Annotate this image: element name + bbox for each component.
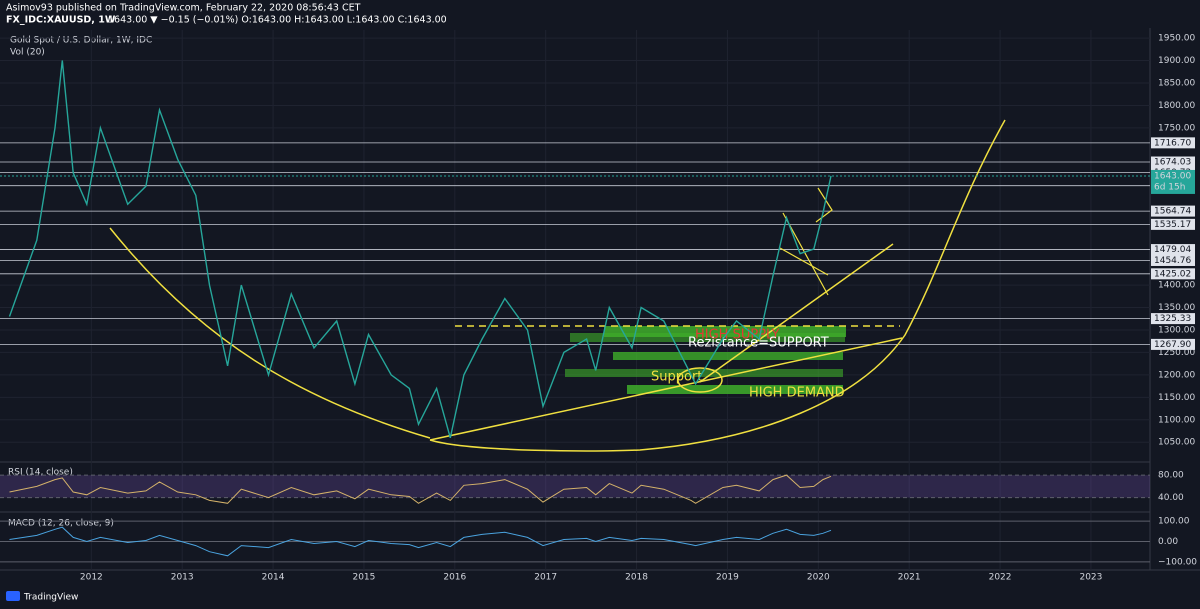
level-label: 1716.70 (1154, 138, 1191, 148)
level-label: 1425.02 (1154, 269, 1191, 279)
x-tick-label: 2020 (807, 573, 830, 583)
curve (109, 227, 431, 439)
last-price-box (1151, 169, 1195, 194)
x-tick-label: 2018 (625, 573, 648, 583)
circle (677, 367, 723, 393)
level-label-box (1151, 313, 1195, 325)
x-tick-label: 2017 (534, 573, 557, 583)
trend-line (699, 243, 894, 383)
zone (570, 333, 845, 342)
rsi-label: RSI (14, close) (8, 468, 73, 478)
logo (6, 591, 20, 601)
level-label: 1325.33 (1154, 314, 1191, 324)
x-tick-label: 2022 (989, 573, 1012, 583)
y-tick-label: 1100.00 (1158, 415, 1195, 425)
y-tick-label: 1400.00 (1158, 281, 1195, 291)
level-label: 1454.76 (1154, 256, 1191, 266)
zone (613, 352, 843, 360)
footer-brand[interactable]: TradingView (23, 593, 78, 603)
macd-label: MACD (12, 26, close, 9) (8, 519, 114, 529)
y-tick-label: −100.00 (1158, 557, 1197, 567)
y-tick-label: 1150.00 (1158, 393, 1195, 403)
y-tick-label: 100.00 (1158, 517, 1190, 527)
zone (565, 369, 843, 377)
x-tick-label: 2012 (80, 573, 103, 583)
x-tick-label: 2023 (1079, 573, 1102, 583)
y-tick-label: 1050.00 (1158, 438, 1195, 448)
y-tick-label: 1750.00 (1158, 123, 1195, 133)
macd-line (9, 526, 832, 557)
x-tick-label: 2021 (898, 573, 921, 583)
drawings (109, 119, 1006, 452)
level-label-box (1151, 338, 1195, 350)
zone (627, 385, 843, 394)
rsi-line (9, 474, 832, 504)
countdown: 6d 15h (1154, 182, 1185, 192)
chart-title: Gold Spot / U.S. Dollar, 1W, IDC (10, 36, 152, 46)
y-tick-label: 1800.00 (1158, 101, 1195, 111)
price-line (8, 60, 832, 438)
y-tick-label: 1900.00 (1158, 56, 1195, 66)
published-line: Asimov93 published on TradingView.com, F… (6, 3, 361, 14)
rsi-band (0, 475, 1150, 498)
x-tick-label: 2015 (352, 573, 375, 583)
y-tick-label: 0.00 (1158, 537, 1178, 547)
y-tick-label: 80.00 (1158, 471, 1184, 481)
trend-line (429, 337, 903, 441)
volume-label: Vol (20) (10, 48, 45, 58)
level-label-box (1151, 205, 1195, 217)
x-tick-label: 2019 (716, 573, 739, 583)
x-tick-label: 2014 (262, 573, 285, 583)
x-tick-label: 2016 (443, 573, 466, 583)
level-label-box (1151, 244, 1195, 256)
y-tick-label: 1950.00 (1158, 34, 1195, 44)
header-bar (0, 0, 1200, 28)
level-label: 1479.04 (1154, 245, 1191, 255)
symbol: FX_IDC:XAUUSD, 1W (6, 15, 116, 26)
zone (604, 326, 846, 337)
last-price-label: 1643.00 (1154, 171, 1191, 181)
level-label-box (1151, 254, 1195, 266)
level-label: 1674.03 (1154, 158, 1191, 168)
y-tick-label: 1850.00 (1158, 78, 1195, 88)
y-tick-label: 1200.00 (1158, 370, 1195, 380)
level-label-box (1151, 268, 1195, 280)
y-tick-label: 1300.00 (1158, 325, 1195, 335)
level-label-box (1151, 218, 1195, 230)
level-label-box (1151, 137, 1195, 149)
annotation: HIGH DEMAND (749, 386, 845, 401)
level-label: 1267.90 (1154, 340, 1191, 350)
level-label-box (1151, 156, 1195, 168)
y-tick-label: 1350.00 (1158, 303, 1195, 313)
y-tick-label: 1250.00 (1158, 348, 1195, 358)
level-label: 1564.74 (1154, 207, 1191, 217)
level-label: 1535.17 (1154, 220, 1191, 230)
y-tick-label: 40.00 (1158, 493, 1184, 503)
x-tick-label: 2013 (171, 573, 194, 583)
quote: 1643.00 ▼ −0.15 (−0.01%) O:1643.00 H:164… (108, 15, 447, 26)
curve (429, 119, 1006, 452)
